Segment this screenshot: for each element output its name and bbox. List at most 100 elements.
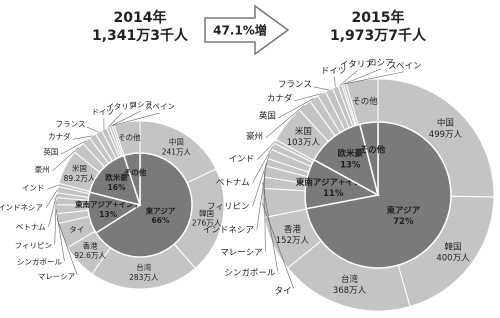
outer-label: 米国	[295, 126, 312, 137]
outer-label: マレーシア	[220, 248, 262, 258]
leader-line	[56, 218, 78, 275]
outer-label: ロシア	[368, 59, 394, 69]
inner-label: 欧米豪	[105, 172, 128, 182]
growth-arrow	[204, 4, 290, 56]
outer-label: その他	[118, 132, 141, 142]
outer-label: インドネシア	[0, 203, 43, 212]
outer-label: 韓国	[199, 208, 214, 218]
inner-label: その他	[360, 145, 386, 156]
leader-line	[261, 202, 294, 289]
outer-label: ドイツ	[321, 66, 347, 76]
chart-title: 2015年	[352, 9, 405, 26]
leader-line	[47, 184, 59, 190]
leader-line	[278, 98, 314, 119]
outer-label: インド	[22, 184, 45, 193]
leader-line	[55, 209, 65, 261]
leader-line	[60, 140, 87, 155]
outer-label: インド	[229, 154, 255, 164]
inner-label: 東南アジア+インド	[75, 199, 141, 209]
outer-label: スペイン	[388, 61, 421, 71]
inner-slice	[313, 123, 380, 197]
outer-label: フィリピン	[207, 202, 249, 212]
outer-label: イタリア	[107, 102, 137, 111]
leader-line	[52, 147, 79, 172]
outer-value-label: 499万人	[429, 130, 463, 140]
inner-label: 欧米豪	[338, 148, 364, 159]
outer-value-label: 92.6万人	[74, 251, 106, 260]
leader-line	[87, 126, 99, 133]
leader-line	[294, 93, 322, 102]
outer-label: 英国	[259, 111, 276, 122]
leader-line	[256, 162, 268, 230]
outer-label: フランス	[56, 120, 86, 129]
leader-line	[48, 195, 57, 227]
outer-label: 豪州	[246, 131, 263, 142]
outer-label: 中国	[169, 137, 184, 147]
leader-line	[344, 71, 405, 85]
leader-line	[313, 86, 329, 91]
leader-line	[339, 70, 358, 86]
outer-label: ドイツ	[91, 107, 114, 116]
outer-label: 香港	[83, 240, 98, 250]
outer-label: ベトナム	[16, 222, 46, 231]
inner-value-label: 16%	[108, 183, 126, 192]
outer-label: 米国	[72, 163, 87, 173]
outer-label: 香港	[284, 224, 302, 235]
inner-value-label: 13%	[99, 210, 117, 219]
leader-line	[342, 68, 381, 85]
outer-label: ロシア	[130, 100, 153, 109]
outer-label: 豪州	[35, 164, 50, 174]
outer-label: 中国	[437, 118, 454, 129]
growth-label: 47.1%増	[213, 23, 267, 38]
outer-label: タイ	[69, 225, 84, 234]
leader-line	[45, 189, 58, 209]
outer-value-label: 276万人	[192, 219, 222, 228]
leader-line	[110, 110, 141, 127]
outer-label: スペイン	[145, 102, 174, 111]
inner-value-label: 13%	[340, 160, 361, 170]
outer-label: カナダ	[267, 93, 293, 104]
leader-line	[54, 201, 57, 245]
chart-subtitle: 1,341万3千人	[92, 27, 189, 44]
outer-label: 台湾	[341, 274, 359, 285]
leader-line	[265, 105, 305, 139]
inner-slice	[95, 152, 193, 258]
leader-line	[112, 112, 160, 126]
inner-value-label: 11%	[323, 189, 344, 199]
inner-slice	[358, 121, 379, 196]
leader-line	[334, 76, 336, 88]
outer-value-label: 368万人	[333, 286, 367, 296]
outer-label: ベトナム	[216, 178, 250, 188]
outer-value-label: 152万人	[276, 236, 310, 246]
leader-line	[256, 141, 276, 160]
inner-value-label: 66%	[152, 216, 170, 225]
leader-line	[107, 112, 123, 128]
outer-value-label: 103万人	[287, 138, 321, 148]
outer-label: フィリピン	[15, 241, 52, 250]
outer-label: シンガポール	[224, 268, 276, 279]
inner-label: 東南アジア+インド	[296, 177, 371, 188]
leader-line	[252, 146, 274, 183]
outer-label: 台湾	[136, 262, 151, 272]
outer-label: シンガポール	[17, 257, 62, 267]
inner-value-label: 72%	[393, 217, 414, 227]
chart-subtitle: 1,973万7千人	[330, 27, 427, 44]
leader-line	[252, 153, 270, 207]
chart-title: 2014年	[114, 9, 167, 26]
inner-label: 東アジア	[146, 205, 176, 215]
leader-line	[262, 182, 279, 272]
outer-value-label: 241万人	[162, 147, 192, 156]
outer-label: タイ	[275, 286, 292, 296]
inner-label: その他	[124, 167, 147, 177]
outer-label: その他	[352, 96, 378, 107]
outer-label: マレーシア	[38, 272, 75, 281]
leader-line	[72, 135, 93, 140]
inner-label: 東アジア	[386, 205, 420, 216]
outer-label: カナダ	[48, 131, 71, 141]
outer-label: イタリア	[340, 60, 374, 70]
outer-label: フランス	[278, 80, 312, 90]
leader-line	[264, 171, 266, 252]
outer-label: 韓国	[444, 241, 461, 252]
outer-label: インドネシア	[203, 226, 254, 236]
